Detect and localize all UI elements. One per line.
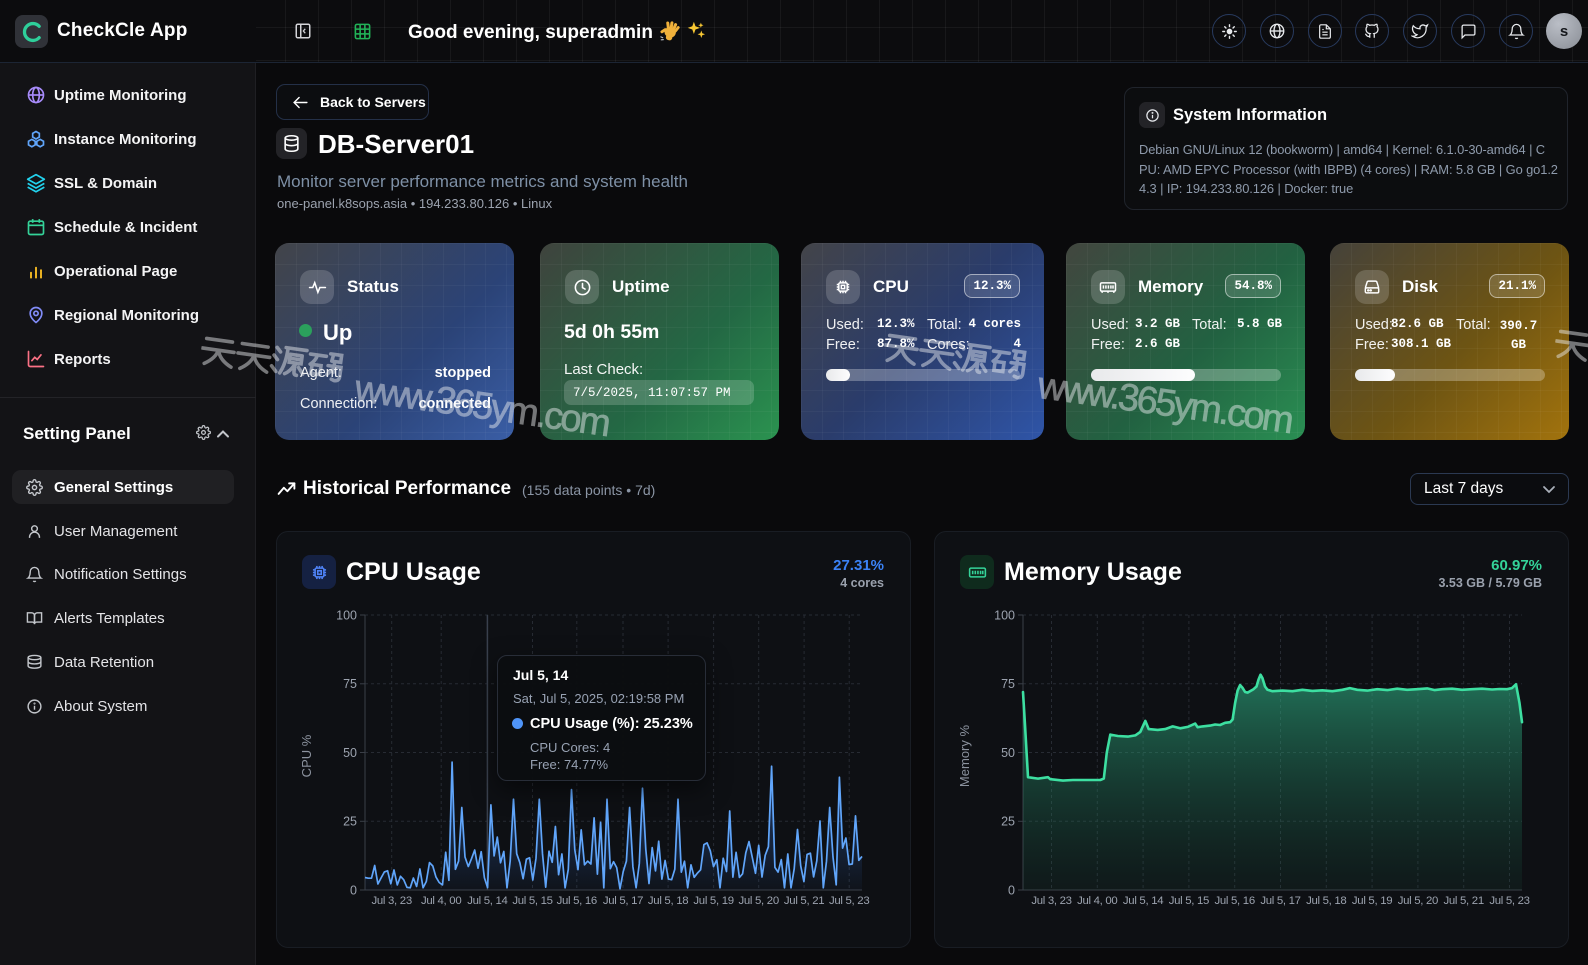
- svg-text:25: 25: [1001, 815, 1015, 829]
- svg-text:Jul 5, 21: Jul 5, 21: [1444, 895, 1484, 907]
- svg-text:50: 50: [1001, 746, 1015, 760]
- svg-text:Jul 3, 23: Jul 3, 23: [1031, 895, 1071, 907]
- svg-text:100: 100: [336, 609, 357, 623]
- svg-text:Jul 5, 16: Jul 5, 16: [557, 895, 597, 907]
- svg-text:Jul 5, 19: Jul 5, 19: [693, 895, 733, 907]
- svg-text:Jul 5, 15: Jul 5, 15: [1169, 895, 1209, 907]
- svg-text:Jul 3, 23: Jul 3, 23: [372, 895, 412, 907]
- svg-text:50: 50: [343, 746, 357, 760]
- svg-text:Memory %: Memory %: [957, 725, 972, 788]
- svg-text:Jul 4, 00: Jul 4, 00: [421, 895, 461, 907]
- svg-text:75: 75: [343, 677, 357, 691]
- svg-text:Jul 5, 20: Jul 5, 20: [739, 895, 779, 907]
- svg-text:100: 100: [994, 609, 1015, 623]
- svg-text:Jul 5, 14: Jul 5, 14: [467, 895, 507, 907]
- svg-text:Jul 5, 23: Jul 5, 23: [1489, 895, 1529, 907]
- svg-text:0: 0: [350, 884, 357, 898]
- svg-text:Jul 5, 14: Jul 5, 14: [1123, 895, 1163, 907]
- svg-text:Jul 5, 18: Jul 5, 18: [1306, 895, 1346, 907]
- svg-text:75: 75: [1001, 677, 1015, 691]
- svg-text:Jul 5, 19: Jul 5, 19: [1352, 895, 1392, 907]
- svg-text:Jul 5, 17: Jul 5, 17: [603, 895, 643, 907]
- svg-text:Jul 4, 00: Jul 4, 00: [1077, 895, 1117, 907]
- svg-text:Jul 5, 15: Jul 5, 15: [512, 895, 552, 907]
- svg-text:25: 25: [343, 815, 357, 829]
- svg-text:Jul 5, 16: Jul 5, 16: [1215, 895, 1255, 907]
- svg-text:Jul 5, 18: Jul 5, 18: [648, 895, 688, 907]
- svg-text:CPU %: CPU %: [299, 734, 314, 777]
- svg-text:0: 0: [1008, 884, 1015, 898]
- svg-text:Jul 5, 23: Jul 5, 23: [829, 895, 869, 907]
- svg-text:Jul 5, 17: Jul 5, 17: [1260, 895, 1300, 907]
- svg-text:Jul 5, 21: Jul 5, 21: [784, 895, 824, 907]
- svg-text:Jul 5, 20: Jul 5, 20: [1398, 895, 1438, 907]
